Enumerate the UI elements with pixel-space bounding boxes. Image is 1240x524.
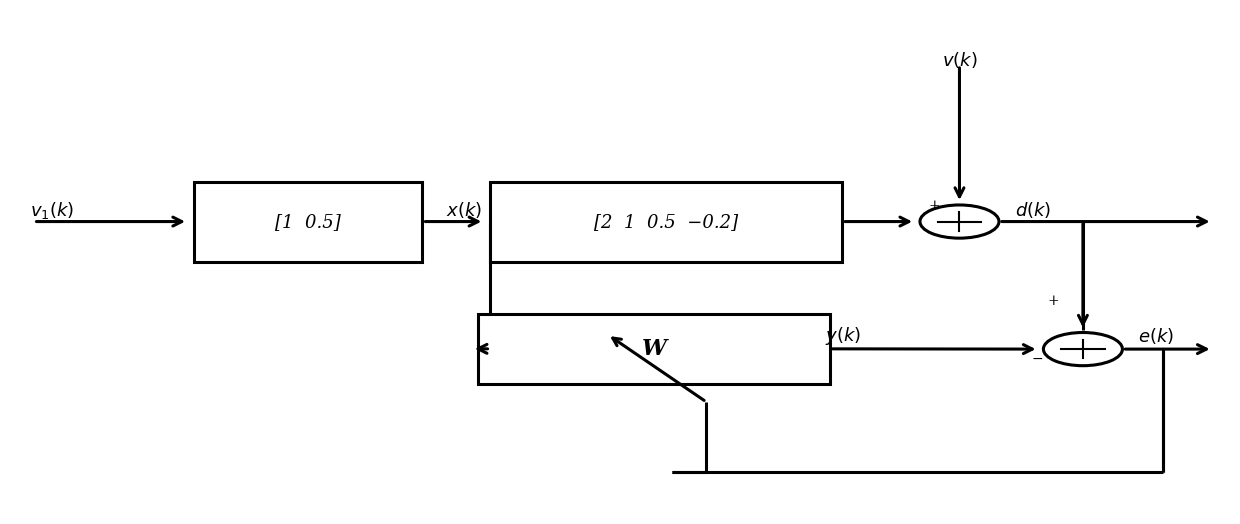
Bar bbox=[195, 182, 423, 262]
Text: $x(k)$: $x(k)$ bbox=[445, 200, 482, 220]
Text: −: − bbox=[1032, 352, 1043, 366]
Text: $y(k)$: $y(k)$ bbox=[825, 325, 861, 346]
Text: +: + bbox=[1048, 294, 1059, 308]
Text: $e(k)$: $e(k)$ bbox=[1138, 325, 1174, 346]
Text: $v(k)$: $v(k)$ bbox=[941, 50, 977, 70]
Text: +: + bbox=[929, 199, 941, 213]
Bar bbox=[479, 314, 830, 384]
Text: [1  0.5]: [1 0.5] bbox=[275, 213, 341, 231]
Text: $v_1(k)$: $v_1(k)$ bbox=[30, 200, 74, 221]
Text: $d(k)$: $d(k)$ bbox=[1016, 200, 1052, 220]
Bar bbox=[490, 182, 842, 262]
Text: [2  1  0.5  −0.2]: [2 1 0.5 −0.2] bbox=[594, 213, 738, 231]
Text: W: W bbox=[641, 338, 666, 360]
